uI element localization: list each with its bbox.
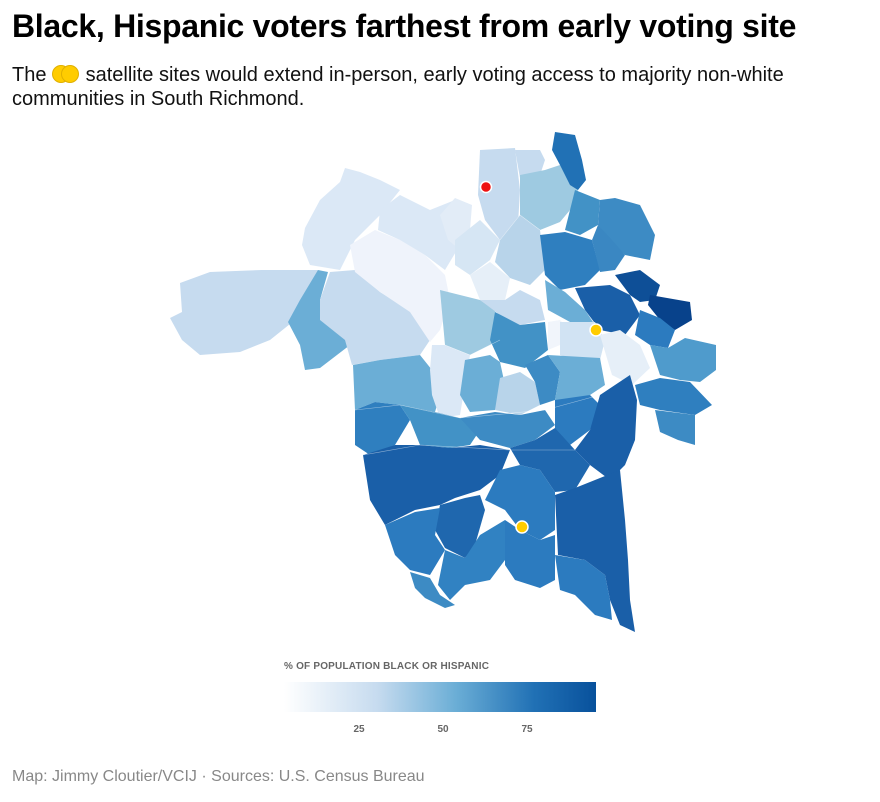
map-region: [350, 230, 450, 342]
map-region: [355, 402, 410, 455]
map-region: [565, 190, 600, 235]
satellite-site-marker: [589, 323, 603, 337]
map-region: [470, 262, 510, 300]
map-region: [400, 405, 480, 448]
map-region: [540, 232, 600, 290]
map-region: [635, 378, 712, 415]
subtitle-text-end: satellite sites would extend in-person, …: [12, 64, 784, 110]
map-region: [555, 395, 600, 445]
map-region: [510, 428, 590, 492]
map-region: [545, 280, 595, 325]
legend-tick-50: 50: [437, 724, 449, 735]
map-region: [650, 338, 716, 382]
source-credit: Map: Jimmy Cloutier/VCIJ · Sources: U.S.…: [12, 768, 425, 785]
map-region: [430, 345, 470, 418]
map-region: [460, 410, 555, 448]
map-region: [600, 330, 650, 385]
map-region: [288, 270, 350, 370]
map-region: [170, 270, 318, 355]
legend-tick-75: 75: [521, 724, 533, 735]
map-region: [575, 285, 640, 335]
map-region: [575, 375, 637, 480]
map-region: [485, 465, 555, 540]
map-region: [648, 295, 692, 330]
legend-title: % OF POPULATION BLACK OR HISPANIC: [284, 661, 490, 672]
satellite-site-marker: [515, 520, 529, 534]
map-region: [490, 312, 548, 368]
map-region: [555, 470, 635, 632]
map-region: [598, 198, 655, 260]
map-region: [478, 148, 520, 240]
map-region: [353, 355, 440, 412]
map-region: [455, 220, 500, 275]
map-region: [552, 132, 586, 190]
early-voting-site-marker: [479, 180, 493, 194]
map-region: [410, 572, 455, 608]
satellite-dots-icon: [52, 65, 80, 83]
choropleth-map: [170, 132, 716, 632]
map-region: [460, 355, 505, 412]
map-region: [363, 445, 510, 525]
map-region: [505, 520, 555, 588]
map-region: [440, 290, 500, 355]
map-region: [525, 355, 560, 405]
map-title: Black, Hispanic voters farthest from ear…: [12, 8, 797, 44]
map-region: [555, 555, 612, 620]
map-region: [438, 520, 505, 600]
legend-color-scale: [284, 682, 596, 712]
map-region: [302, 168, 400, 270]
subtitle-text-start: The: [12, 64, 47, 86]
map-region: [495, 215, 545, 285]
district-borders: [354, 214, 601, 456]
map-region: [520, 165, 578, 230]
map-region: [548, 355, 605, 402]
map-region: [592, 225, 625, 272]
legend-tick-25: 25: [353, 724, 365, 735]
map-region: [385, 508, 445, 575]
map-region: [495, 372, 540, 415]
map-region: [320, 270, 430, 365]
map-subtitle: The satellite sites would extend in-pers…: [12, 63, 872, 111]
map-region: [655, 410, 695, 445]
map-region: [515, 150, 545, 178]
map-region: [615, 270, 660, 302]
map-region: [480, 290, 545, 325]
map-region: [435, 495, 485, 558]
map-region: [635, 310, 675, 348]
